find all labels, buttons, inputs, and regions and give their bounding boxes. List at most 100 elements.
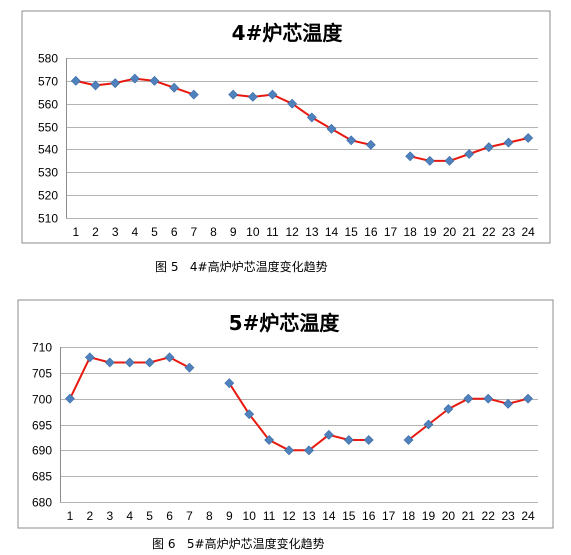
x-tick-label: 9	[226, 509, 233, 523]
x-tick-label: 16	[364, 225, 378, 239]
x-tick-label: 23	[501, 509, 515, 523]
x-tick-label: 24	[521, 225, 535, 239]
x-tick-label: 3	[112, 225, 119, 239]
data-point	[463, 393, 474, 404]
data-point	[405, 151, 416, 162]
x-tick-label: 13	[302, 509, 316, 523]
data-point	[363, 435, 374, 445]
y-tick-label: 695	[32, 419, 52, 433]
x-tick-label: 5	[151, 225, 158, 239]
data-point	[124, 357, 135, 368]
x-tick-label: 14	[325, 225, 339, 239]
y-tick-label: 520	[38, 189, 58, 203]
x-tick-label: 11	[263, 509, 276, 523]
x-tick-label: 6	[166, 509, 173, 523]
data-point	[403, 435, 414, 445]
y-tick-label: 580	[38, 52, 58, 66]
data-point	[264, 435, 275, 445]
x-tick-label: 3	[106, 509, 113, 523]
y-tick-label: 705	[32, 367, 52, 381]
x-tick-label: 2	[92, 225, 99, 239]
x-tick-label: 15	[344, 225, 358, 239]
y-axis-ticks: 510 520 530 540 550 560 570 580	[38, 52, 58, 226]
x-tick-label: 20	[442, 509, 456, 523]
y-tick-label: 680	[32, 496, 52, 510]
x-tick-label: 6	[171, 225, 178, 239]
x-tick-label: 10	[246, 225, 260, 239]
data-point	[483, 393, 494, 404]
data-point	[423, 419, 434, 430]
x-tick-label: 7	[186, 509, 193, 523]
data-point	[184, 362, 195, 373]
data-point	[149, 75, 160, 86]
data-point	[284, 445, 294, 456]
data-point	[444, 155, 455, 166]
x-tick-label: 14	[322, 509, 336, 523]
data-point	[523, 133, 534, 143]
data-point	[267, 89, 278, 100]
y-tick-label: 530	[38, 166, 58, 180]
x-tick-label: 17	[384, 225, 398, 239]
x-tick-label: 9	[230, 225, 237, 239]
x-tick-label: 21	[462, 509, 476, 523]
data-point	[365, 139, 376, 150]
x-tick-label: 7	[190, 225, 197, 239]
x-tick-label: 5	[146, 509, 153, 523]
chart-frame	[17, 299, 554, 529]
data-point	[326, 123, 337, 134]
data-point	[169, 82, 180, 93]
figure-caption: 图 5 4#高炉炉芯温度变化趋势	[155, 260, 328, 274]
data-point	[244, 409, 255, 420]
x-tick-label: 8	[210, 225, 217, 239]
x-axis-ticks: 1 2 3 4 5 6 7 8 9 10 11 12 13 14 15 16 17 18 19 20 21 22 23 24	[72, 225, 535, 239]
y-tick-label: 700	[32, 393, 52, 407]
data-point	[323, 429, 334, 440]
data-point	[523, 393, 533, 404]
x-axis-ticks: 1 2 3 4 5 6 7 8 9 10 11 12 13 14 15 16 17 18 19 20 21 22 23 24	[67, 509, 535, 523]
grid-lines	[66, 58, 538, 219]
x-tick-label: 13	[305, 225, 319, 239]
data-point	[228, 89, 239, 100]
x-tick-label: 8	[206, 509, 213, 523]
x-tick-label: 24	[521, 509, 535, 523]
data-point	[287, 98, 298, 109]
y-tick-label: 510	[38, 212, 58, 226]
x-tick-label: 18	[402, 509, 416, 523]
x-tick-label: 15	[342, 509, 356, 523]
x-tick-label: 22	[482, 225, 496, 239]
chart-title: 4#炉芯温度	[232, 21, 344, 45]
data-point	[464, 149, 475, 159]
x-tick-label: 4	[131, 225, 138, 239]
data-point	[343, 435, 354, 445]
data-point	[247, 91, 258, 102]
data-point	[224, 378, 235, 389]
data-point	[424, 155, 435, 166]
data-point	[65, 393, 75, 404]
x-tick-label: 19	[423, 225, 437, 239]
data-point	[110, 78, 121, 89]
x-tick-label: 21	[462, 225, 476, 239]
x-tick-label: 18	[403, 225, 417, 239]
x-tick-label: 12	[285, 225, 299, 239]
y-tick-label: 560	[38, 98, 58, 112]
y-tick-label: 540	[38, 143, 58, 157]
x-tick-label: 22	[482, 509, 496, 523]
series	[65, 352, 533, 456]
y-tick-label: 550	[38, 121, 58, 135]
data-point	[306, 112, 317, 123]
y-axis-ticks: 680 685 690 695 700 705 710	[32, 341, 52, 510]
x-tick-label: 1	[72, 225, 79, 239]
x-tick-label: 11	[266, 225, 279, 239]
series	[70, 73, 534, 166]
data-point	[503, 137, 514, 148]
x-tick-label: 2	[87, 509, 94, 523]
x-tick-label: 4	[126, 509, 133, 523]
x-tick-label: 1	[67, 509, 74, 523]
data-point	[483, 142, 494, 153]
data-point	[443, 404, 454, 414]
data-point	[129, 73, 140, 84]
y-tick-label: 690	[32, 444, 52, 458]
data-point	[90, 80, 101, 91]
